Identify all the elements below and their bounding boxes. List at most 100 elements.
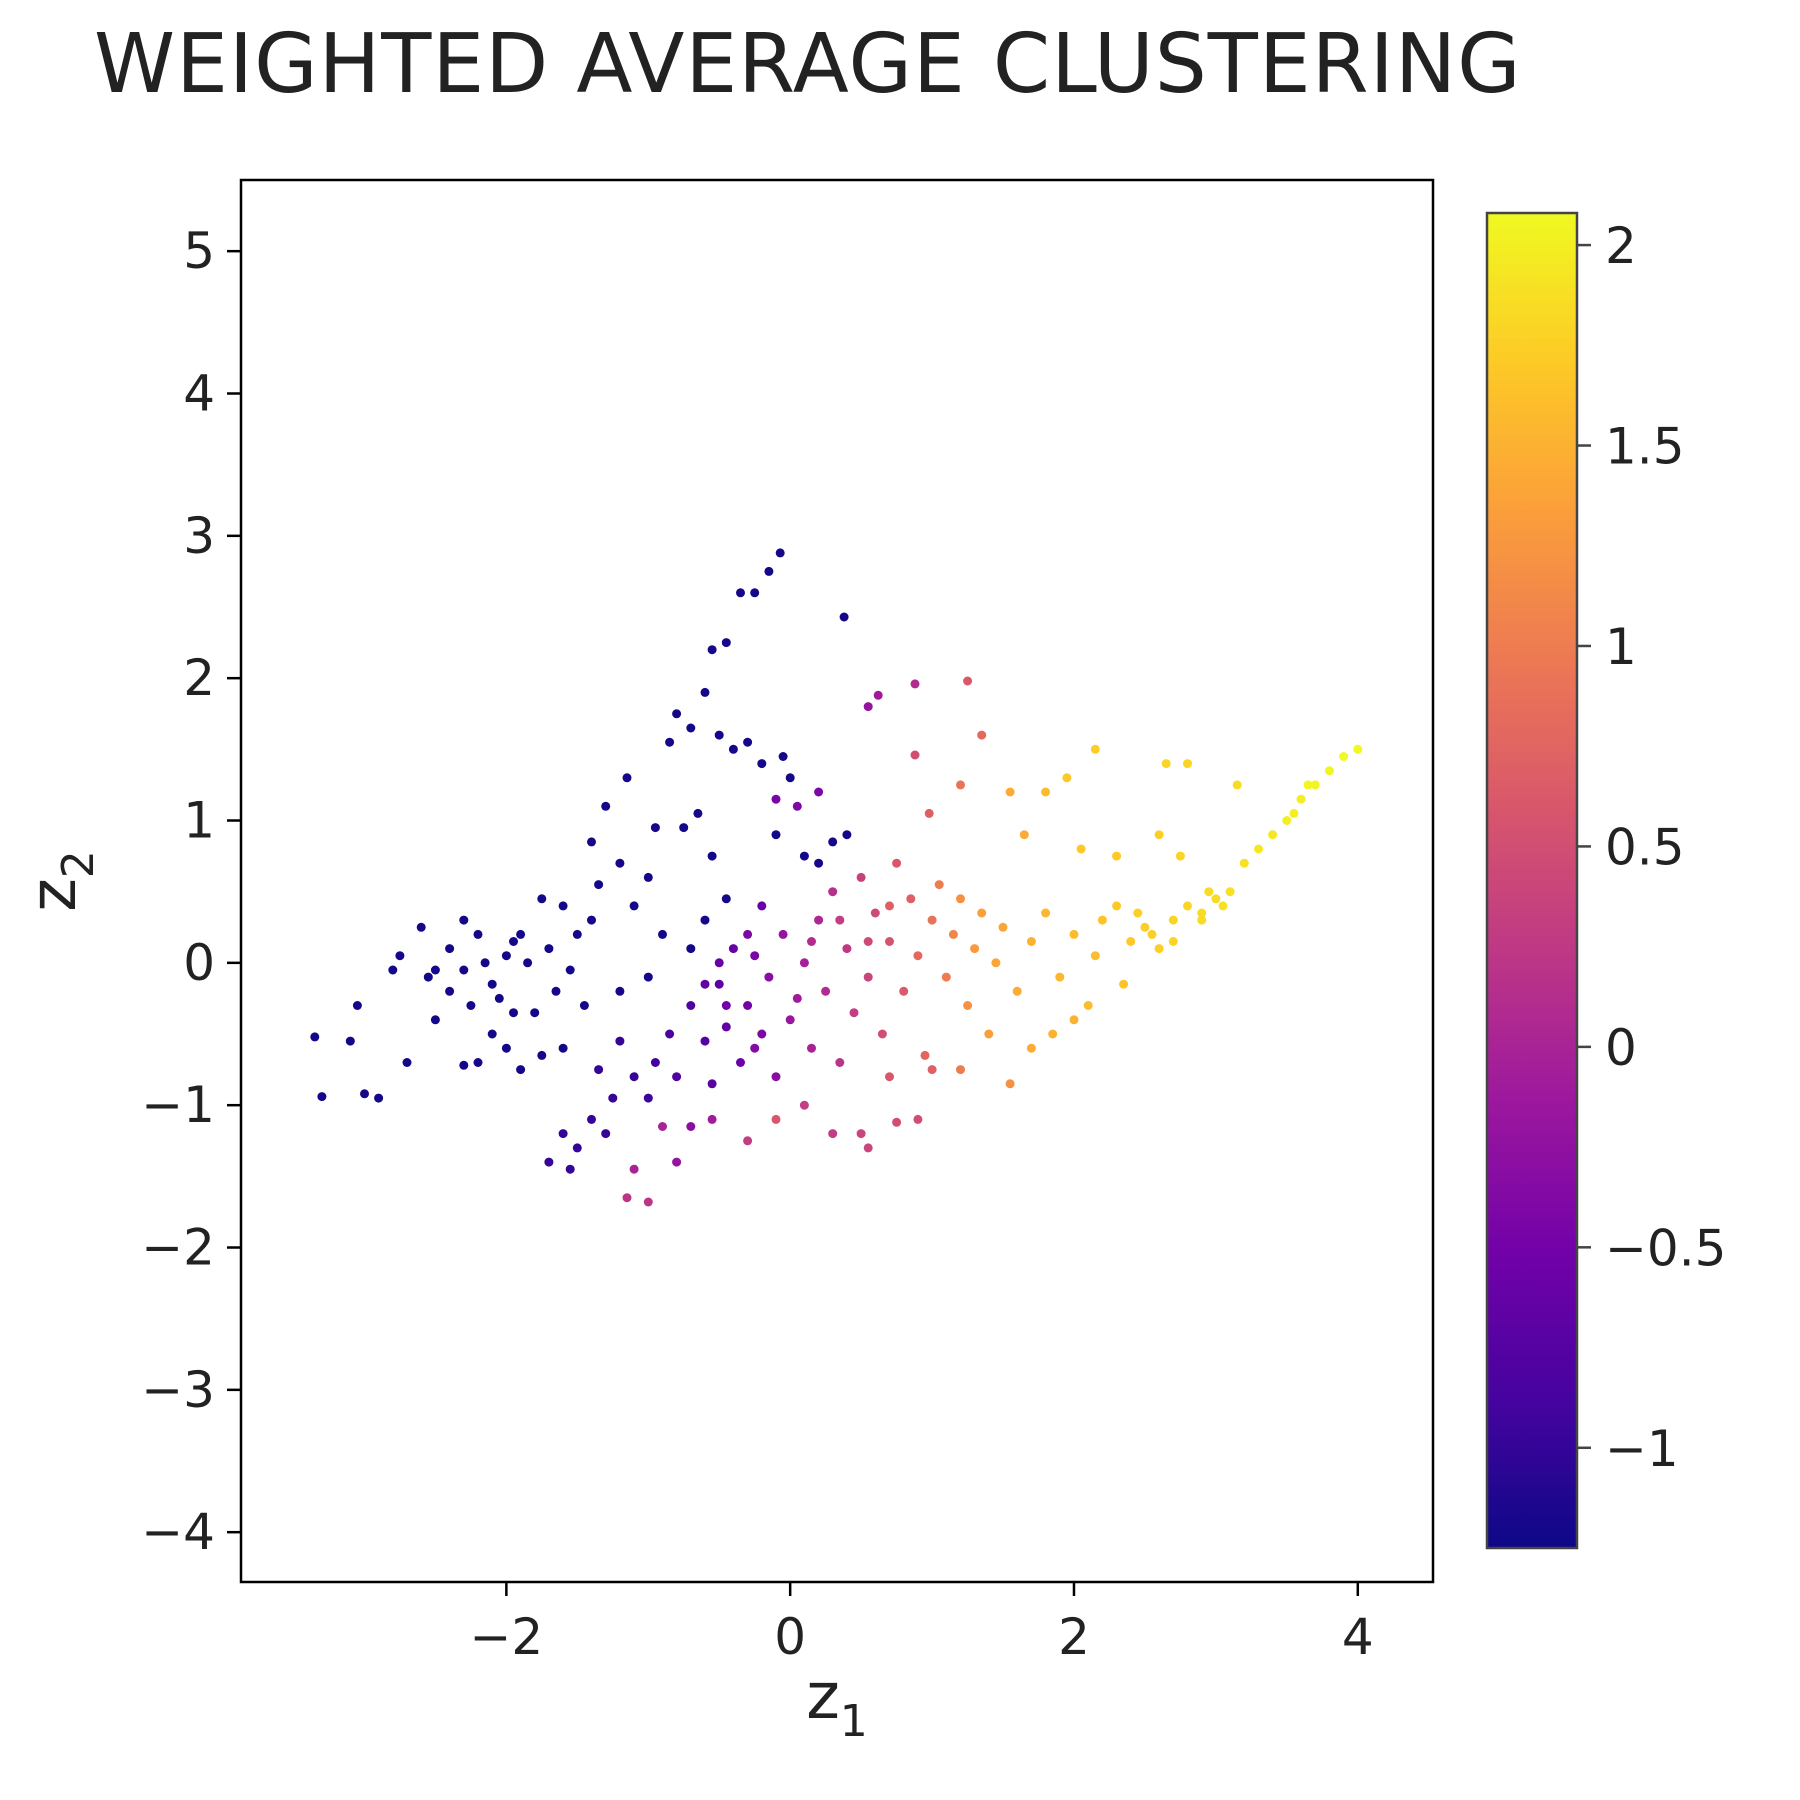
data-point: [544, 944, 554, 954]
data-point: [622, 773, 632, 783]
colorbar-ticks: 2 1.5 1 0.5 0 −0.5 −1: [1577, 217, 1726, 1478]
data-point: [700, 687, 710, 697]
data-point: [842, 830, 852, 840]
data-point: [317, 1092, 327, 1102]
data-point: [728, 744, 738, 754]
data-point: [686, 1001, 696, 1010]
data-point: [849, 1008, 859, 1018]
data-point: [721, 638, 731, 648]
data-point: [828, 1129, 838, 1139]
data-point: [1289, 808, 1299, 818]
y-axis: 5 4 3 2 1 0 −1 −2 −3 −4: [141, 222, 241, 1561]
data-point: [686, 723, 696, 733]
data-point: [807, 937, 816, 946]
data-point: [693, 808, 703, 818]
data-point: [395, 951, 405, 961]
x-tick-label: 4: [1342, 1608, 1374, 1666]
data-point: [941, 972, 951, 982]
y-tick-label: 0: [183, 934, 215, 992]
data-points-layer: [310, 548, 1363, 1207]
data-point: [714, 730, 724, 740]
data-point: [615, 1036, 625, 1046]
data-point: [792, 801, 802, 811]
data-point: [643, 872, 653, 882]
data-point: [1161, 759, 1171, 769]
data-point: [757, 759, 767, 769]
data-point: [771, 794, 781, 804]
data-point: [757, 901, 767, 911]
y-axis-label: z2: [17, 850, 104, 912]
data-point: [771, 1114, 781, 1124]
data-point: [537, 894, 547, 904]
data-point: [775, 548, 785, 558]
data-point: [516, 1065, 526, 1075]
colorbar-tick-label: −1: [1605, 1420, 1679, 1478]
data-point: [736, 1058, 745, 1067]
data-point: [388, 965, 398, 975]
data-point: [1175, 851, 1185, 861]
data-point: [977, 908, 987, 918]
data-point: [927, 915, 937, 925]
data-point: [1083, 1001, 1093, 1010]
data-point: [910, 679, 920, 689]
colorbar: [1485, 211, 1579, 1550]
data-point: [814, 915, 824, 925]
data-point: [1310, 780, 1320, 790]
data-point: [877, 1029, 887, 1039]
data-point: [714, 979, 724, 989]
data-point: [445, 944, 455, 954]
data-point: [1339, 752, 1349, 761]
data-point: [821, 986, 831, 996]
data-point: [771, 1072, 781, 1082]
data-point: [622, 1193, 632, 1203]
data-point: [686, 944, 696, 954]
x-tick-label: 0: [774, 1608, 806, 1666]
data-point: [970, 944, 980, 954]
data-point: [721, 894, 731, 904]
data-point: [906, 894, 916, 904]
data-point: [1012, 986, 1022, 996]
data-point: [750, 951, 760, 961]
data-point: [750, 588, 760, 598]
data-point: [402, 1058, 412, 1067]
colorbar-tick-label: 2: [1605, 217, 1637, 275]
data-point: [650, 1058, 660, 1067]
data-point: [1183, 901, 1192, 911]
data-point: [1154, 944, 1164, 954]
data-point: [913, 951, 923, 961]
data-point: [509, 1008, 518, 1018]
colorbar-tick-label: 0: [1605, 1019, 1637, 1077]
data-point: [587, 1114, 596, 1124]
data-point: [360, 1089, 369, 1099]
data-point: [494, 993, 504, 1003]
data-point: [650, 823, 660, 833]
colorbar-tick-label: 0.5: [1605, 818, 1685, 876]
data-point: [885, 1072, 894, 1082]
data-point: [707, 645, 717, 655]
data-point: [601, 1129, 611, 1139]
data-point: [1112, 901, 1122, 911]
data-point: [835, 1058, 845, 1067]
data-point: [459, 1060, 469, 1070]
data-point: [1112, 851, 1122, 861]
data-point: [430, 965, 440, 975]
data-point: [913, 1114, 923, 1124]
data-point: [1126, 937, 1136, 946]
data-point: [856, 872, 866, 882]
data-point: [1062, 773, 1072, 783]
data-point: [509, 937, 518, 946]
data-point: [863, 1143, 873, 1153]
data-point: [629, 901, 639, 911]
data-point: [345, 1036, 355, 1046]
data-point: [814, 858, 824, 868]
data-point: [736, 588, 745, 598]
data-point: [473, 929, 483, 939]
data-point: [658, 929, 667, 939]
data-point: [1168, 915, 1178, 925]
data-point: [1324, 766, 1334, 776]
data-point: [1119, 979, 1129, 989]
data-point: [1268, 830, 1278, 840]
data-point: [672, 1157, 682, 1167]
colorbar-tick-label: 1.5: [1605, 418, 1685, 476]
